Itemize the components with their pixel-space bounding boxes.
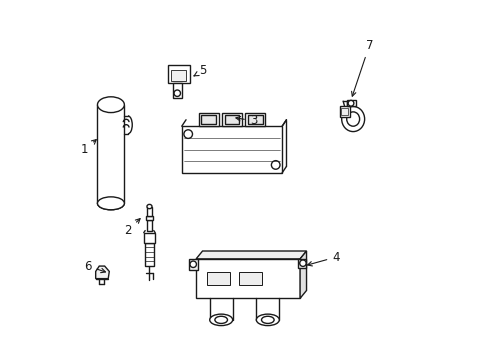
Ellipse shape [183,130,192,138]
Polygon shape [96,266,109,279]
Ellipse shape [174,90,180,96]
Bar [198,113,218,126]
Ellipse shape [209,314,232,325]
Ellipse shape [347,100,353,106]
Bar [239,273,262,285]
Bar [147,207,152,216]
Bar [298,259,305,268]
Ellipse shape [256,314,279,325]
Bar [341,108,347,116]
Bar [144,243,154,266]
Bar [224,115,239,124]
Bar [196,259,300,298]
Bar [188,259,198,270]
Bar [171,69,186,81]
Bar [247,115,262,124]
Ellipse shape [261,316,274,323]
Ellipse shape [341,107,364,132]
Bar [143,233,155,243]
Text: 5: 5 [194,64,206,77]
Polygon shape [196,251,306,259]
Ellipse shape [97,197,124,210]
Polygon shape [300,251,306,298]
Bar [172,83,182,98]
Ellipse shape [214,316,227,323]
Text: 7: 7 [351,39,372,96]
Bar [346,100,355,107]
Text: 1: 1 [81,140,96,156]
Text: 2: 2 [124,219,140,237]
Bar [206,273,230,285]
Ellipse shape [147,204,152,209]
Bar [145,216,153,220]
Bar [222,113,241,126]
Ellipse shape [97,97,124,113]
Ellipse shape [271,161,280,169]
Text: 4: 4 [307,251,339,266]
Bar [147,220,151,230]
Bar [201,115,216,124]
Bar [245,113,264,126]
Bar [168,65,190,83]
Text: 6: 6 [84,260,105,273]
Ellipse shape [299,260,305,266]
Bar [182,126,282,173]
Ellipse shape [346,112,359,126]
Ellipse shape [190,261,196,267]
Bar [339,106,349,117]
Text: 3: 3 [235,114,257,127]
